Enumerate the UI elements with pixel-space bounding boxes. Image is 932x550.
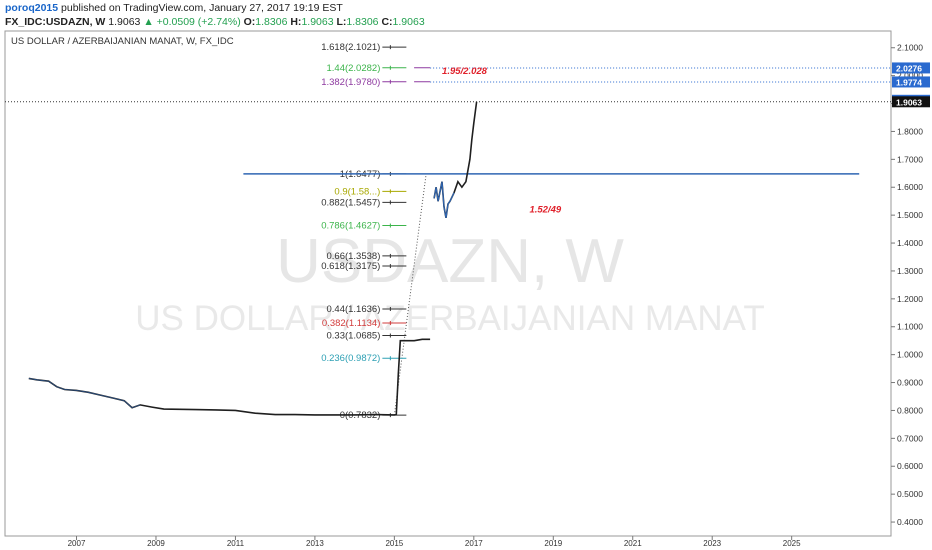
- fib-level-label: 0.882(1.5457): [321, 197, 380, 208]
- price-tag-bg: [892, 96, 930, 108]
- price-series-highlight: [433, 181, 455, 219]
- x-tick-label: 2021: [624, 539, 642, 548]
- y-tick-label: 1.6000: [897, 182, 923, 192]
- y-tick-label: 1.8000: [897, 126, 923, 136]
- fib-level-label: 1.44(2.0282): [326, 63, 380, 74]
- fib-level-label: 0(0.7832): [340, 410, 381, 421]
- open-label: O:: [243, 16, 256, 28]
- price-tag-bg: [892, 76, 930, 88]
- fib-level-label: 1.618(2.1021): [321, 42, 380, 53]
- price-tag-label: 1.9063: [896, 97, 922, 107]
- high-value: 1.9063: [301, 16, 334, 28]
- y-tick-label: 0.9000: [897, 378, 923, 388]
- y-tick-label: 1.5000: [897, 210, 923, 220]
- x-tick-label: 2007: [68, 539, 86, 548]
- close-value: 1.9063: [392, 16, 425, 28]
- chart-annotation: 1.52/49: [529, 204, 561, 215]
- x-tick-label: 2015: [385, 539, 403, 548]
- fib-level-label: 0.66(1.3538): [326, 251, 380, 262]
- price-series-early: [28, 378, 141, 409]
- fib-level-label: 0.9(1.58...): [334, 186, 380, 197]
- high-label: H:: [290, 16, 302, 28]
- fib-level-label: 0.236(0.9872): [321, 353, 380, 364]
- fib-level-label: 1.382(1.9780): [321, 77, 380, 88]
- y-tick-label: 0.6000: [897, 461, 923, 471]
- y-tick-label: 0.7000: [897, 433, 923, 443]
- price-tag-label: 1.9774: [896, 77, 922, 87]
- y-tick-label: 0.8000: [897, 405, 923, 415]
- x-tick-label: 2023: [703, 539, 721, 548]
- y-tick-label: 2.1000: [897, 43, 923, 53]
- plot-frame: [4, 30, 892, 537]
- x-tick-label: 2011: [227, 539, 245, 548]
- watermark-name: US DOLLAR / AZERBAIJANIAN MANAT: [135, 299, 765, 338]
- price-change: +0.0509 (+2.74%): [156, 16, 241, 28]
- symbol-line: FX_IDC:USDAZN, W 1.9063 ▲ +0.0509 (+2.74…: [5, 16, 425, 28]
- chart-header: poroq2015 published on TradingView.com, …: [0, 0, 932, 30]
- price-tag-bg: [892, 62, 930, 74]
- publish-info: published on TradingView.com, January 27…: [61, 2, 343, 14]
- low-label: L:: [336, 16, 347, 28]
- fib-level-label: 0.33(1.0685): [326, 331, 380, 342]
- x-tick-label: 2017: [465, 539, 483, 548]
- change-arrow-icon: ▲: [143, 16, 154, 28]
- chart-annotation: 1.95/2.028: [442, 66, 488, 77]
- y-tick-label: 2.0000: [897, 71, 923, 81]
- price-tag-label: 2.0276: [896, 63, 922, 73]
- fib-level-label: 0.618(1.3175): [321, 261, 380, 272]
- last-price: 1.9063: [108, 16, 141, 28]
- x-tick-label: 2025: [783, 539, 801, 548]
- y-tick-label: 0.4000: [897, 517, 923, 527]
- price-chart[interactable]: USDAZN, WUS DOLLAR / AZERBAIJANIAN MANAT…: [0, 30, 932, 550]
- fib-level-label: 0.786(1.4627): [321, 221, 380, 232]
- y-tick-label: 1.7000: [897, 154, 923, 164]
- y-tick-label: 0.5000: [897, 489, 923, 499]
- y-tick-label: 1.3000: [897, 266, 923, 276]
- open-value: 1.8306: [255, 16, 288, 28]
- author-link[interactable]: poroq2015: [5, 2, 59, 14]
- publish-line: poroq2015 published on TradingView.com, …: [5, 2, 343, 14]
- chart-title: US DOLLAR / AZERBAIJANIAN MANAT, W, FX_I…: [11, 36, 234, 47]
- y-tick-label: 1.1000: [897, 322, 923, 332]
- x-tick-label: 2013: [306, 539, 324, 548]
- x-tick-label: 2009: [147, 539, 165, 548]
- fib-level-label: 0.44(1.1636): [326, 304, 380, 315]
- fib-level-label: 0.382(1.1134): [322, 318, 380, 329]
- y-tick-label: 1.4000: [897, 238, 923, 248]
- watermark-symbol: USDAZN, W: [276, 227, 624, 296]
- low-value: 1.8306: [346, 16, 379, 28]
- x-tick-label: 2019: [544, 539, 562, 548]
- y-tick-label: 1.0000: [897, 350, 923, 360]
- symbol-name: FX_IDC:USDAZN, W: [5, 16, 106, 28]
- close-label: C:: [381, 16, 393, 28]
- y-tick-label: 1.2000: [897, 294, 923, 304]
